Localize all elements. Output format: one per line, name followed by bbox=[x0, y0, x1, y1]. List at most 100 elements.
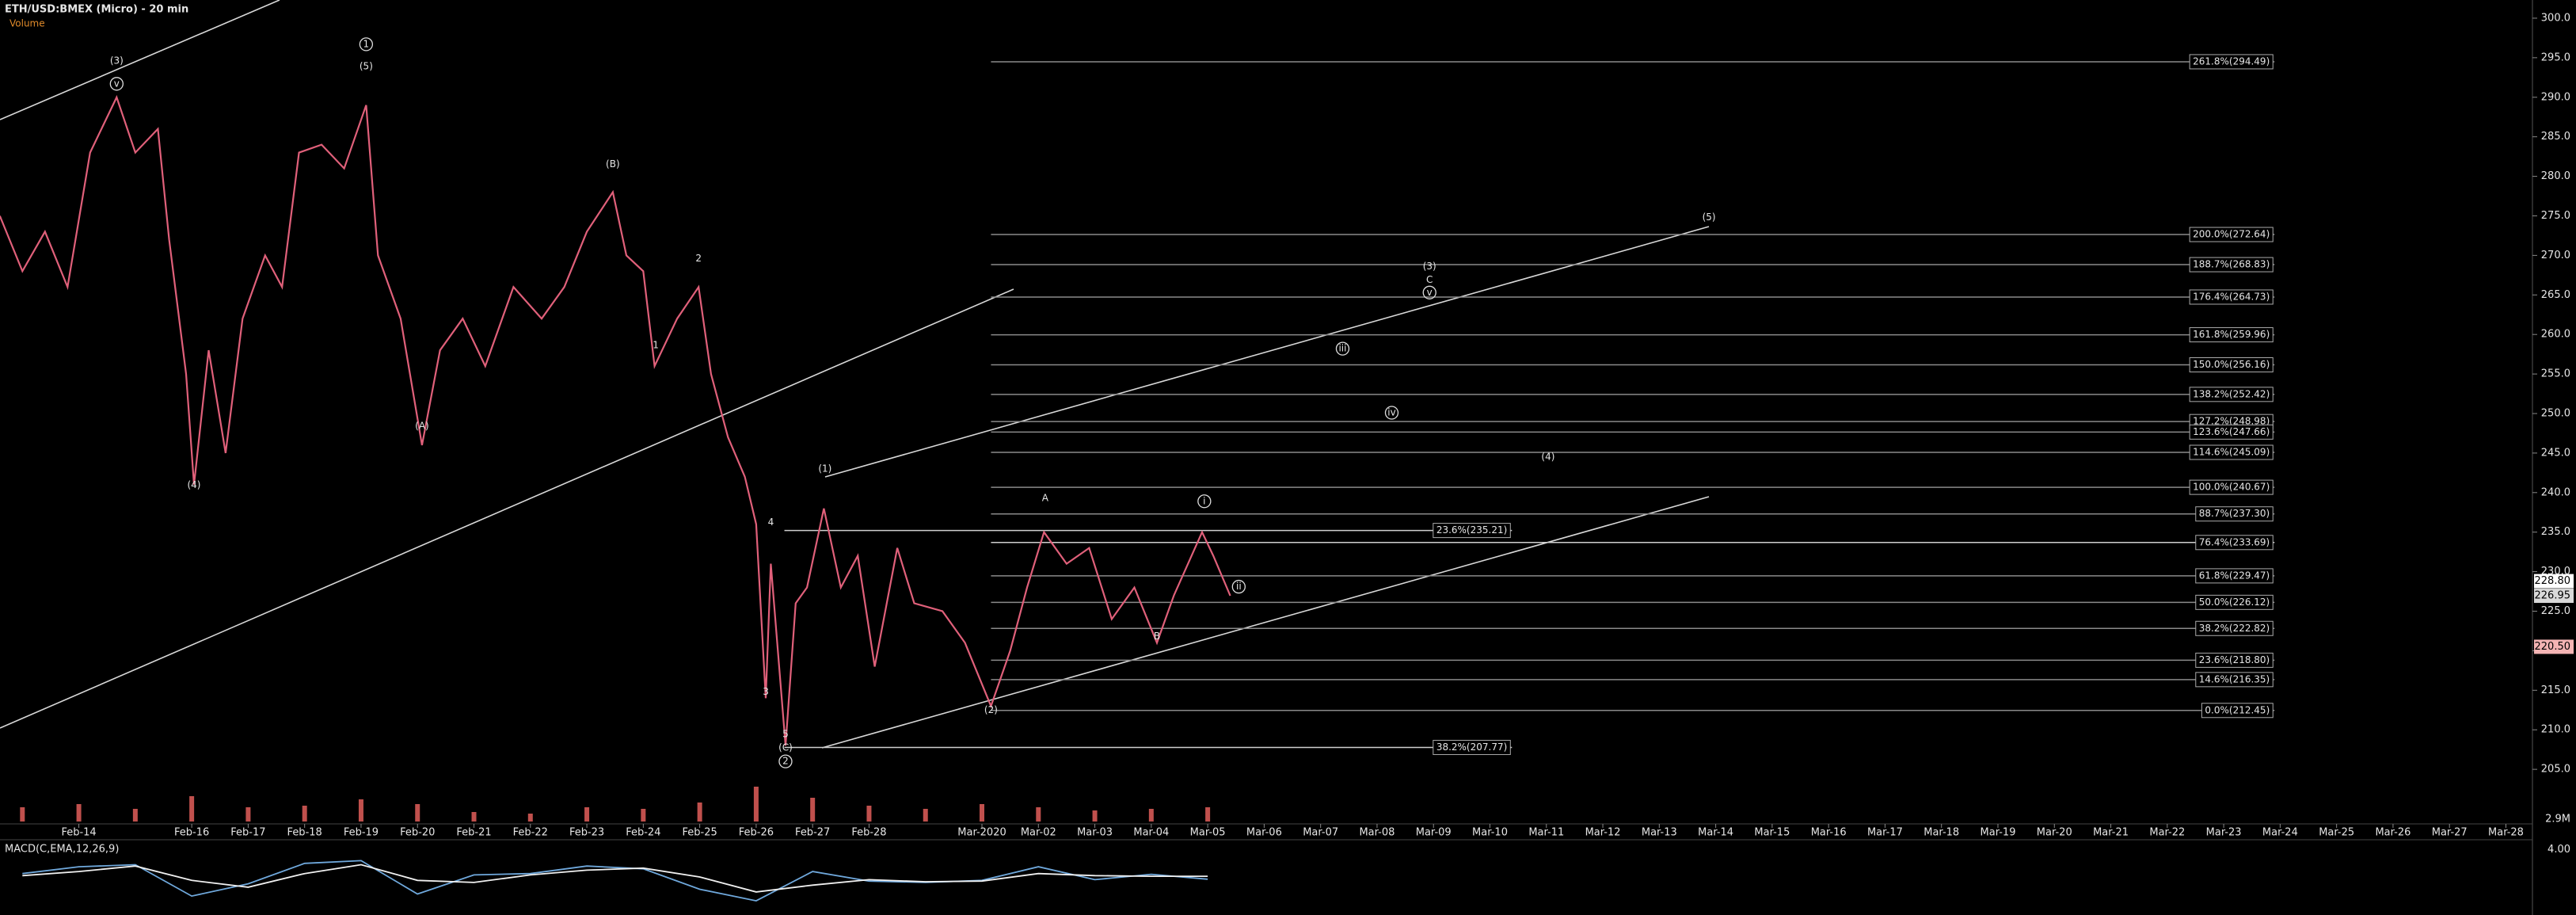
volume-bar bbox=[866, 806, 872, 822]
y-tick-label: 285.0 bbox=[2541, 131, 2570, 143]
fib-label-box bbox=[2189, 387, 2274, 402]
fib-label: 161.8%(259.96) bbox=[2193, 329, 2270, 340]
wave-circle bbox=[778, 754, 793, 768]
fib-label: 123.6%(247.66) bbox=[2193, 426, 2270, 437]
x-tick-label: Feb-27 bbox=[795, 827, 830, 839]
macd-values bbox=[22, 860, 1208, 902]
volume-bar bbox=[132, 809, 138, 822]
y-tick-label: 235.0 bbox=[2541, 526, 2570, 538]
volume-bar bbox=[810, 798, 816, 822]
x-tick-label: Feb-18 bbox=[287, 827, 322, 839]
y-tick-label: 300.0 bbox=[2541, 12, 2570, 24]
y-tick-label: 265.0 bbox=[2541, 289, 2570, 301]
y-tick-label: 245.0 bbox=[2541, 447, 2570, 459]
fib-label: 138.2%(252.42) bbox=[2193, 388, 2270, 399]
fib-label-box bbox=[2195, 568, 2274, 584]
volume-bar bbox=[471, 812, 477, 822]
chart-title: ETH/USD:BMEX (Micro) - 20 min bbox=[5, 4, 188, 16]
fib-label: 200.0%(272.64) bbox=[2193, 229, 2270, 240]
x-tick-label: Mar-07 bbox=[1303, 827, 1338, 839]
x-tick-label: Mar-06 bbox=[1246, 827, 1282, 839]
y-tick-label: 270.0 bbox=[2541, 250, 2570, 261]
fib-label-box bbox=[1433, 523, 1511, 539]
x-tick-label: Mar-19 bbox=[1981, 827, 2016, 839]
wave-circle bbox=[1197, 494, 1212, 509]
fib-label-box bbox=[2195, 535, 2274, 551]
y-tick-label: 275.0 bbox=[2541, 210, 2570, 222]
fib-label: 176.4%(264.73) bbox=[2193, 291, 2270, 302]
x-tick-label: Feb-17 bbox=[230, 827, 265, 839]
fib-label-box bbox=[2195, 594, 2274, 610]
wave-label: (4) bbox=[187, 479, 200, 490]
x-tick-label: Feb-22 bbox=[513, 827, 548, 839]
price-tag-label: 228.80 bbox=[2535, 575, 2571, 587]
wave-label: (4) bbox=[1541, 451, 1554, 462]
x-tick-label: Mar-09 bbox=[1416, 827, 1452, 839]
fib-label-box bbox=[2195, 652, 2274, 668]
wave-label: 1 bbox=[363, 38, 370, 49]
y-tick-label: 290.0 bbox=[2541, 91, 2570, 103]
volume-bar bbox=[923, 809, 928, 822]
y-tick-label: 280.0 bbox=[2541, 170, 2570, 182]
wave-label: 4 bbox=[768, 517, 774, 528]
volume-bar bbox=[697, 803, 702, 822]
wave-label: (3) bbox=[1423, 261, 1436, 272]
volume-legend: Volume bbox=[10, 18, 45, 29]
wave-label: v bbox=[114, 78, 120, 89]
fib-label-box bbox=[2189, 289, 2274, 305]
wave-label: 5 bbox=[782, 729, 789, 740]
volume-bar bbox=[302, 806, 307, 822]
volume-bar bbox=[245, 807, 251, 822]
volume-bar bbox=[641, 809, 646, 822]
x-tick-label: Mar-04 bbox=[1133, 827, 1169, 839]
x-tick-label: Feb-14 bbox=[61, 827, 96, 839]
x-tick-label: Feb-26 bbox=[739, 827, 774, 839]
volume-bar bbox=[1092, 810, 1098, 822]
volume-bar bbox=[358, 799, 363, 822]
y-tick-label: 215.0 bbox=[2541, 684, 2570, 696]
y-tick-label: 225.0 bbox=[2541, 605, 2570, 617]
wave-label: 2 bbox=[782, 756, 789, 767]
wave-label: v bbox=[1427, 287, 1433, 298]
wave-label: 3 bbox=[763, 686, 769, 697]
fib-label: 76.4%(233.69) bbox=[2199, 536, 2270, 547]
x-tick-label: Mar-12 bbox=[1585, 827, 1621, 839]
trendline bbox=[0, 288, 1014, 729]
y-tick-label: 205.0 bbox=[2541, 764, 2570, 776]
x-tick-label: Feb-16 bbox=[174, 827, 209, 839]
x-tick-label: Mar-24 bbox=[2262, 827, 2298, 839]
volume-bar bbox=[20, 807, 25, 822]
price-tag bbox=[2534, 639, 2574, 654]
volume-bar bbox=[189, 796, 195, 822]
fib-label-box bbox=[1433, 739, 1511, 755]
fib-label-box bbox=[2201, 703, 2274, 719]
x-tick-label: Feb-19 bbox=[344, 827, 379, 839]
wave-circle bbox=[1231, 579, 1246, 594]
wave-label: ii bbox=[1236, 581, 1242, 592]
fib-label: 38.2%(222.82) bbox=[2199, 623, 2270, 634]
x-tick-label: Mar-27 bbox=[2432, 827, 2468, 839]
volume-bar bbox=[584, 807, 590, 822]
price-tag-label: 226.95 bbox=[2535, 590, 2571, 602]
x-tick-label: Feb-25 bbox=[683, 827, 717, 839]
volume-bar bbox=[1036, 807, 1041, 822]
x-tick-label: Mar-03 bbox=[1077, 827, 1113, 839]
fib-label: 50.0%(226.12) bbox=[2199, 597, 2270, 608]
wave-circle bbox=[1384, 406, 1399, 420]
wave-label: (A) bbox=[415, 420, 429, 431]
fib-label-box bbox=[2189, 227, 2274, 242]
fib-label: 188.7%(268.83) bbox=[2193, 259, 2270, 270]
x-tick-label: Mar-2020 bbox=[957, 827, 1006, 839]
x-tick-label: Mar-22 bbox=[2149, 827, 2185, 839]
macd-tick-label: 4.00 bbox=[2547, 844, 2570, 856]
wave-circle bbox=[109, 77, 124, 91]
x-tick-label: Mar-28 bbox=[2488, 827, 2524, 839]
volume-bar bbox=[980, 804, 985, 822]
volume-bar bbox=[527, 814, 533, 822]
wave-label: iii bbox=[1338, 343, 1346, 354]
x-tick-label: Mar-23 bbox=[2206, 827, 2242, 839]
fib-label: 23.6%(218.80) bbox=[2199, 654, 2270, 665]
x-tick-label: Mar-14 bbox=[1698, 827, 1733, 839]
